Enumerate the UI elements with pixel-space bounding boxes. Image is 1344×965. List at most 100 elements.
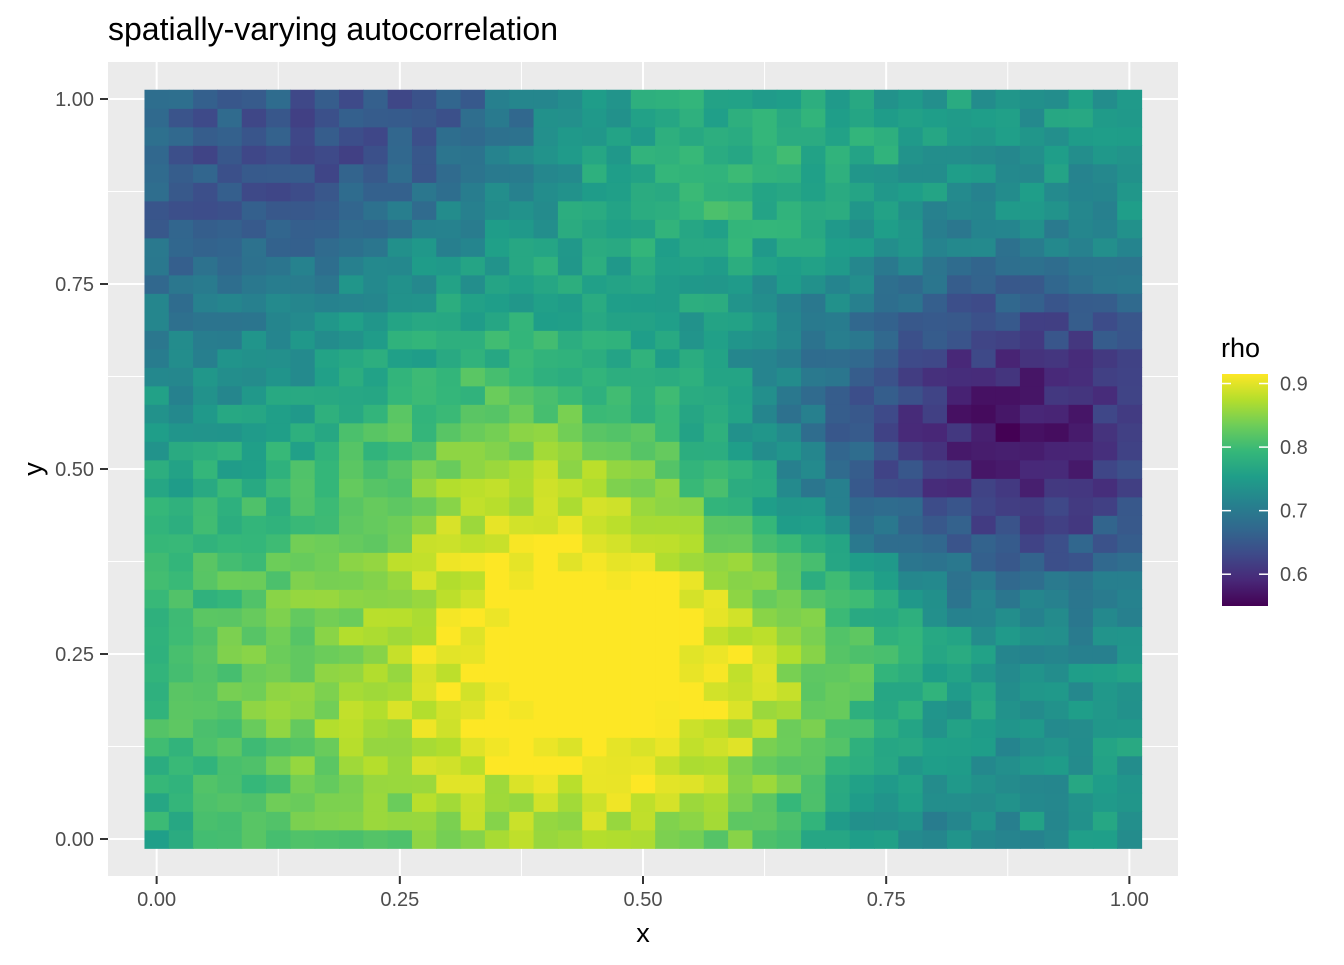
heatmap-cell: [922, 200, 948, 220]
heatmap-cell: [533, 570, 559, 590]
heatmap-cell: [314, 626, 340, 646]
heatmap-cell: [728, 681, 754, 701]
heatmap-cell: [825, 274, 851, 294]
heatmap-cell: [411, 478, 437, 498]
heatmap-cell: [703, 126, 729, 146]
heatmap-cell: [436, 237, 462, 257]
heatmap-cell: [533, 607, 559, 627]
heatmap-cell: [1044, 496, 1070, 516]
heatmap-cell: [339, 478, 364, 498]
heatmap-cell: [460, 385, 486, 405]
heatmap-cell: [1117, 108, 1143, 128]
heatmap-cell: [314, 441, 340, 461]
heatmap-cell: [874, 755, 899, 775]
heatmap-cell: [533, 737, 559, 757]
heatmap-cell: [606, 607, 632, 627]
heatmap-cell: [630, 108, 656, 128]
heatmap-cell: [144, 385, 170, 405]
heatmap-cell: [339, 626, 364, 646]
heatmap-cell: [752, 607, 778, 627]
heatmap-cell: [606, 552, 632, 572]
heatmap-cell: [703, 145, 729, 165]
heatmap-cell: [728, 570, 754, 590]
heatmap-cell: [1117, 607, 1143, 627]
heatmap-cell: [582, 589, 608, 609]
heatmap-cell: [630, 311, 656, 331]
heatmap-cell: [387, 182, 413, 202]
y-tick-label: 0.50: [55, 459, 94, 481]
heatmap-cell: [1068, 274, 1094, 294]
heatmap-cell: [922, 348, 948, 368]
heatmap-cell: [290, 737, 316, 757]
heatmap-cell: [1117, 422, 1143, 442]
heatmap-cell: [168, 274, 194, 294]
heatmap-cell: [606, 478, 632, 498]
heatmap-cell: [168, 441, 194, 461]
heatmap-cell: [995, 626, 1021, 646]
heatmap-cell: [898, 404, 924, 424]
heatmap-cell: [1044, 237, 1070, 257]
x-tick-label: 1.00: [1110, 889, 1149, 911]
heatmap-cell: [849, 237, 875, 257]
heatmap-cell: [387, 145, 413, 165]
heatmap-cell: [679, 404, 705, 424]
heatmap-cell: [679, 811, 705, 831]
heatmap-cell: [509, 811, 535, 831]
heatmap-cell: [533, 755, 559, 775]
heatmap-cell: [1068, 811, 1094, 831]
heatmap-cell: [898, 348, 924, 368]
heatmap-cell: [630, 607, 656, 627]
heatmap-cell: [703, 422, 729, 442]
heatmap-cell: [1092, 89, 1118, 109]
heatmap-cell: [898, 515, 924, 535]
heatmap-cell: [825, 552, 851, 572]
heatmap-cell: [533, 330, 559, 350]
heatmap-cell: [387, 570, 413, 590]
heatmap-cell: [1092, 515, 1118, 535]
heatmap-cell: [655, 367, 681, 387]
heatmap-cell: [1044, 182, 1070, 202]
heatmap-cell: [168, 404, 194, 424]
heatmap-cell: [557, 237, 583, 257]
heatmap-cell: [825, 681, 851, 701]
heatmap-cell: [752, 644, 778, 664]
heatmap-cell: [436, 348, 462, 368]
heatmap-cell: [144, 681, 170, 701]
heatmap-cell: [776, 515, 802, 535]
heatmap-cell: [241, 385, 267, 405]
heatmap-cell: [1019, 330, 1045, 350]
heatmap-cell: [533, 774, 559, 794]
heatmap-cell: [314, 182, 340, 202]
heatmap-cell: [801, 89, 826, 109]
heatmap-cell: [509, 478, 535, 498]
heatmap-cell: [606, 311, 632, 331]
heatmap-cell: [922, 182, 948, 202]
heatmap-cell: [314, 330, 340, 350]
heatmap-cell: [679, 718, 705, 738]
heatmap-cell: [484, 700, 510, 720]
heatmap-cell: [995, 700, 1021, 720]
heatmap-cell: [874, 589, 899, 609]
heatmap-cell: [1092, 274, 1118, 294]
heatmap-cell: [752, 348, 778, 368]
heatmap-cell: [1068, 219, 1094, 239]
heatmap-cell: [971, 811, 997, 831]
heatmap-cell: [582, 422, 608, 442]
heatmap-cell: [290, 182, 316, 202]
heatmap-cell: [339, 681, 364, 701]
heatmap-cell: [266, 274, 291, 294]
heatmap-cell: [630, 330, 656, 350]
heatmap-cell: [509, 311, 535, 331]
heatmap-cell: [776, 478, 802, 498]
heatmap-cell: [655, 626, 681, 646]
heatmap-cell: [874, 681, 899, 701]
heatmap-cell: [825, 811, 851, 831]
heatmap-cell: [922, 330, 948, 350]
heatmap-cell: [801, 182, 826, 202]
heatmap-cell: [460, 829, 486, 849]
heatmap-cell: [241, 256, 267, 276]
heatmap-cell: [557, 515, 583, 535]
heatmap-cell: [1044, 663, 1070, 683]
heatmap-cell: [728, 311, 754, 331]
heatmap-cell: [801, 348, 826, 368]
